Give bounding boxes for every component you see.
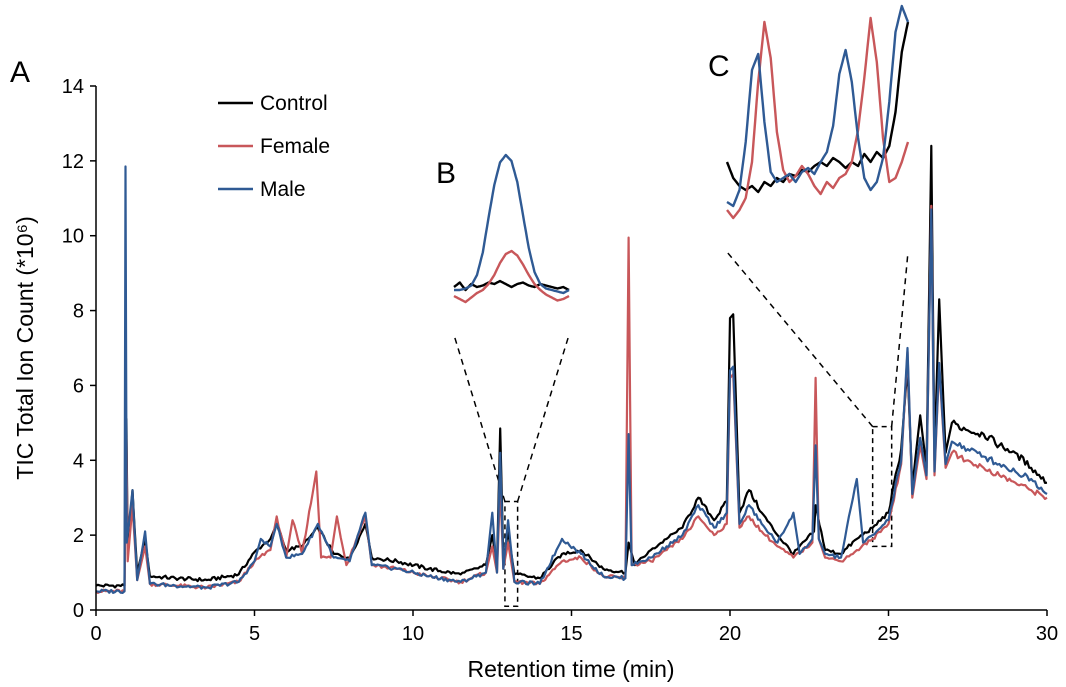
y-tick-label: 14 xyxy=(62,76,84,98)
inset-b-line-male xyxy=(454,153,570,295)
inset-connector-left-c xyxy=(726,251,874,428)
series-line-female xyxy=(95,204,1048,594)
legend: Control Female Male xyxy=(218,92,330,201)
inset-b-line-control xyxy=(453,279,570,292)
y-ticks: 0 2 4 6 8 10 12 14 xyxy=(62,76,96,622)
x-axis-title: Retention time (min) xyxy=(467,656,674,682)
inset-c-line-female xyxy=(726,16,910,220)
y-tick-label: 8 xyxy=(73,301,84,323)
x-ticks: 0 5 10 15 20 25 30 xyxy=(90,610,1058,645)
insets-layer xyxy=(453,4,910,608)
y-tick-label: 2 xyxy=(73,525,84,547)
legend-label-control: Control xyxy=(260,92,328,115)
x-tick-label: 25 xyxy=(877,623,899,645)
x-tick-label: 15 xyxy=(560,623,582,645)
x-tick-label: 5 xyxy=(249,623,260,645)
x-tick-label: 20 xyxy=(719,623,741,645)
inset-connector-left-b xyxy=(453,334,506,502)
series-line-control xyxy=(95,144,1048,589)
y-axis-title: TIC Total Ion Count (*10⁶) xyxy=(12,216,38,479)
inset-connector-right-b xyxy=(516,334,570,502)
x-tick-label: 10 xyxy=(402,623,424,645)
y-tick-label: 12 xyxy=(62,151,84,173)
legend-label-male: Male xyxy=(260,178,306,201)
legend-label-female: Female xyxy=(260,135,330,158)
y-tick-label: 4 xyxy=(73,450,84,472)
x-tick-label: 0 xyxy=(90,623,101,645)
inset-source-box-c xyxy=(871,425,893,548)
series-line-male xyxy=(95,165,1048,594)
x-tick-label: 30 xyxy=(1036,623,1058,645)
series-layer xyxy=(95,144,1048,594)
y-tick-label: 0 xyxy=(73,600,84,622)
inset-connector-right-c xyxy=(890,251,909,427)
inset-c-line-male xyxy=(726,4,910,208)
panel-label-c: C xyxy=(708,50,730,83)
y-tick-label: 6 xyxy=(73,375,84,397)
y-tick-label: 10 xyxy=(62,226,84,248)
panel-label-a: A xyxy=(10,56,30,89)
inset-c-line-control xyxy=(725,21,910,194)
panel-label-b: B xyxy=(436,157,456,190)
inset-b-line-female xyxy=(453,249,570,304)
